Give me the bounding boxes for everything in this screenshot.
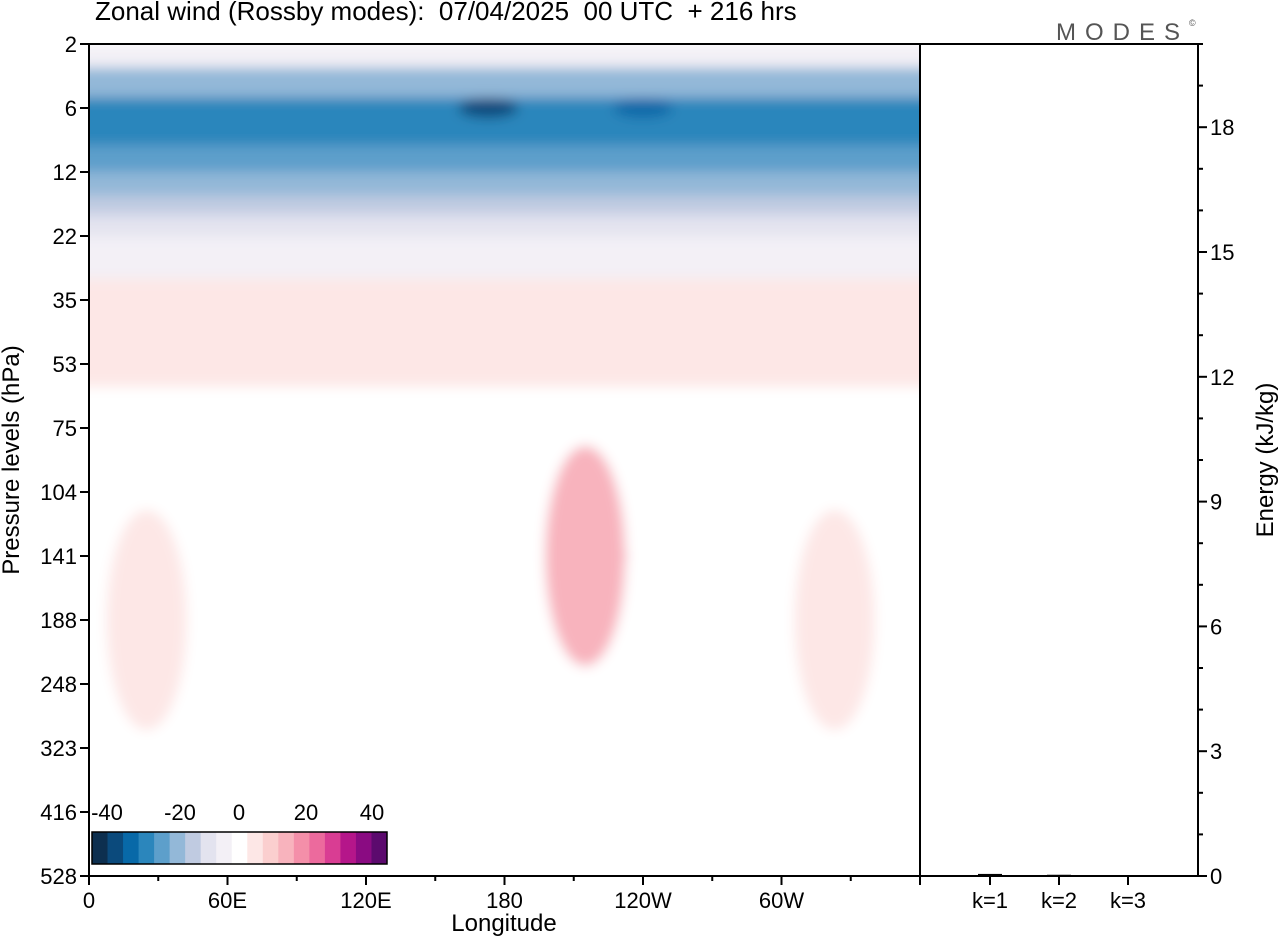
zonal-band — [89, 44, 920, 68]
bar-category-label: k=1 — [972, 888, 1008, 913]
zonal-band — [89, 195, 920, 215]
colorbar: -40 -20 0 20 40 — [91, 800, 388, 865]
bar-frame — [919, 43, 1199, 877]
bar-category-label: k=3 — [1110, 888, 1146, 913]
y-tick-label: 528 — [40, 864, 77, 889]
energy-bar — [1047, 874, 1071, 876]
x-tick-label: 60W — [759, 888, 804, 913]
x-axis-label: Longitude — [451, 910, 557, 937]
y-tick-label: 188 — [40, 608, 77, 633]
colorbar-swatch — [231, 832, 248, 864]
zonal-band — [89, 172, 920, 196]
chart-title: Zonal wind (Rossby modes): 07/04/2025 00… — [95, 0, 797, 26]
y-tick-label: 22 — [53, 224, 77, 249]
wind-feature — [329, 545, 366, 695]
colorbar-swatch — [138, 832, 155, 864]
y-tick-label: 35 — [53, 288, 77, 313]
y-tick-label: 141 — [40, 544, 77, 569]
wind-feature — [458, 98, 519, 118]
zonal-band — [89, 236, 920, 279]
energy-axis-label: Energy (kJ/kg) — [1252, 382, 1279, 538]
y-tick-label: 416 — [40, 800, 77, 825]
energy-bar — [1116, 875, 1140, 876]
wind-feature — [613, 98, 673, 118]
energy-tick-label: 18 — [1210, 115, 1234, 140]
wind-feature — [106, 510, 187, 730]
energy-bar-panel: 0 3 6 9 12 15 18 k=1 k=2 k=3 — [919, 43, 1234, 913]
energy-tick-label: 9 — [1210, 490, 1222, 515]
zonal-band — [89, 214, 920, 236]
wind-feature — [763, 737, 800, 876]
y-tick-label: 104 — [40, 480, 77, 505]
colorbar-swatch — [262, 832, 279, 864]
zonal-band — [89, 67, 920, 98]
colorbar-label: 40 — [360, 800, 384, 825]
colorbar-label: 0 — [233, 800, 245, 825]
colorbar-swatch — [107, 832, 124, 864]
colorbar-swatch — [216, 832, 233, 864]
y-tick-label: 53 — [53, 352, 77, 377]
colorbar-swatch — [293, 832, 310, 864]
colorbar-swatch — [200, 832, 217, 864]
energy-tick-label: 3 — [1210, 739, 1222, 764]
colorbar-swatch — [340, 832, 357, 864]
y-tick-label: 2 — [65, 32, 77, 57]
y-tick-label: 75 — [53, 416, 77, 441]
colorbar-label: 20 — [294, 800, 318, 825]
modes-logo: MODES© — [1056, 18, 1196, 46]
x-tick-label: 120E — [340, 888, 391, 913]
zonal-band — [89, 278, 920, 387]
wind-contours — [89, 44, 920, 876]
energy-tick-label: 6 — [1210, 614, 1222, 639]
colorbar-frame — [91, 831, 388, 865]
y-tick-label: 323 — [40, 736, 77, 761]
colorbar-swatch — [169, 832, 186, 864]
y-tick-label: 12 — [53, 160, 77, 185]
colorbar-swatch — [278, 832, 295, 864]
wind-feature — [794, 510, 875, 730]
energy-tick-label: 0 — [1210, 864, 1222, 889]
y-tick-label: 248 — [40, 672, 77, 697]
y-axis-label: Pressure levels (hPa) — [0, 345, 25, 575]
x-tick-label: 120W — [614, 888, 672, 913]
x-tick-label: 0 — [83, 888, 95, 913]
colorbar-label: -40 — [91, 800, 123, 825]
zonal-band — [89, 145, 920, 172]
y-tick-label: 6 — [65, 96, 77, 121]
colorbar-swatch — [371, 832, 388, 864]
colorbar-label: -20 — [164, 800, 196, 825]
bar-category-label: k=2 — [1041, 888, 1077, 913]
colorbar-swatch — [123, 832, 140, 864]
colorbar-swatch — [324, 832, 341, 864]
wind-feature — [545, 446, 626, 666]
colorbar-swatch — [355, 832, 372, 864]
colorbar-swatch — [309, 832, 326, 864]
energy-tick-label: 15 — [1210, 240, 1234, 265]
colorbar-swatch — [247, 832, 264, 864]
energy-tick-label: 12 — [1210, 365, 1234, 390]
colorbar-swatch — [154, 832, 171, 864]
colorbar-swatch — [185, 832, 202, 864]
x-tick-label: 60E — [208, 888, 247, 913]
colorbar-swatch — [92, 832, 109, 864]
wind-field — [89, 44, 920, 876]
x-tick-label: 180 — [486, 888, 523, 913]
energy-bar — [978, 873, 1002, 876]
